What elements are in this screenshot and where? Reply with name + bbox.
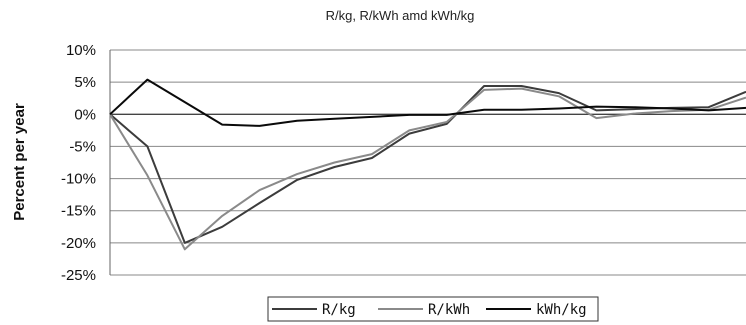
series-line-0 [109, 85, 746, 244]
y-tick-label: 0% [74, 106, 96, 123]
y-tick-label: 10% [66, 42, 96, 59]
y-tick-label: -10% [61, 171, 96, 188]
chart-title: R/kg, R/kWh amd kWh/kg [326, 8, 475, 23]
y-tick-label: -5% [69, 138, 96, 155]
legend-box [267, 296, 599, 322]
y-tick-label: -25% [61, 267, 96, 284]
y-tick-label: -20% [61, 235, 96, 252]
series-lines [109, 78, 746, 251]
y-tick-label: 5% [74, 74, 96, 91]
legend-label: R/kg [322, 302, 356, 318]
series-line-2 [109, 78, 746, 127]
legend: R/kg R/kWh kWh/kg [267, 296, 599, 322]
legend-label: kWh/kg [536, 302, 587, 318]
y-tick-label: -15% [61, 203, 96, 220]
grid-lines [109, 49, 746, 276]
y-axis-label: Percent per year [11, 103, 28, 221]
y-tick-labels: 10% 5% 0% -5% -10% -15% -20% -25% [61, 42, 96, 284]
series-line-1 [109, 87, 746, 251]
legend-label: R/kWh [428, 302, 470, 318]
